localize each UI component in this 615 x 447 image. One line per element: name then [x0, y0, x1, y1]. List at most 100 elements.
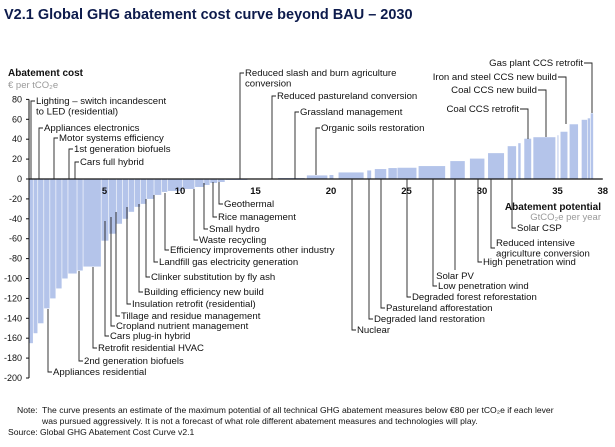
- leader-line: [239, 72, 244, 179]
- y-tick-label: -20: [9, 194, 22, 204]
- annotation-label: Gas plant CCS retrofit: [489, 58, 583, 69]
- annotation-label: Efficiency improvements other industry: [170, 245, 335, 256]
- bar: [569, 124, 579, 179]
- annotation: Iron and steel CCS new build: [433, 72, 567, 124]
- leader-line: [294, 111, 299, 179]
- y-tick-label: -160: [4, 333, 22, 343]
- bar: [518, 143, 521, 179]
- annotation: Cars plug-in hybrid: [104, 221, 191, 342]
- annotation-label: Lighting – switch incandescent: [36, 96, 166, 107]
- bar: [44, 179, 50, 309]
- bar: [146, 179, 154, 199]
- source: Source: Global GHG Abatement Cost Curve …: [8, 427, 195, 437]
- annotation: Clinker substitution by fly ash: [145, 199, 275, 283]
- annotation-label: Appliances electronics: [44, 123, 140, 134]
- annotation-label: Landfill gas electricity generation: [159, 257, 298, 268]
- annotation-label: Reduced slash and burn agriculture: [245, 68, 396, 79]
- leader-line: [368, 179, 373, 320]
- leader-line: [511, 179, 516, 229]
- annotation-label: Retrofit residential HVAC: [98, 343, 204, 354]
- note-line-1: The curve presents an estimate of the ma…: [42, 405, 554, 415]
- annotation: Degraded forest reforestation: [406, 179, 537, 303]
- annotation: Solar CSP: [511, 179, 562, 234]
- bar: [167, 179, 183, 191]
- leader-line: [193, 189, 198, 241]
- axes-group: 80 60 40 20 0 -20 -40 -60 -80 -100 -120 -140 -160 -18…: [4, 94, 608, 383]
- chart-title: V2.1 Global GHG abatement cost curve bey…: [4, 7, 413, 23]
- y-tick-label: 80: [12, 94, 22, 104]
- annotation: Pastureland afforestation: [380, 179, 493, 314]
- y-tick-label: -100: [4, 274, 22, 284]
- bar: [128, 179, 135, 212]
- x-axis-title: Abatement potential: [505, 202, 601, 213]
- y-axis-title: Abatement cost: [8, 68, 84, 79]
- bar: [50, 179, 56, 299]
- annotation-label: agriculture conversion: [496, 249, 590, 260]
- annotation: Retrofit residential HVAC: [92, 267, 204, 354]
- annotation-label: Pastureland afforestation: [386, 303, 493, 314]
- note-label: Note:: [17, 405, 38, 415]
- annotation-label: Tillage and residue management: [121, 311, 261, 322]
- bar: [488, 153, 505, 179]
- x-tick-label: 15: [250, 186, 261, 197]
- y-tick-label: -140: [4, 313, 22, 323]
- leader-line: [30, 100, 35, 179]
- bars-group: [29, 113, 594, 344]
- x-tick-label: 35: [552, 186, 563, 197]
- bar: [587, 118, 591, 179]
- annotation: Reduced pastureland conversion: [271, 91, 417, 179]
- x-tick-label: 10: [175, 186, 186, 197]
- x-axis-unit: GtCO₂e per year: [530, 212, 601, 223]
- bar: [122, 179, 129, 219]
- annotation-label: 2nd generation biofuels: [84, 356, 184, 367]
- annotation-label: Grassland management: [300, 107, 403, 118]
- leader-line: [203, 183, 208, 230]
- y-tick-label: 0: [17, 174, 22, 184]
- annotation: Motor systems efficiency: [53, 133, 164, 179]
- bar: [29, 179, 33, 344]
- y-tick-label: 60: [12, 114, 22, 124]
- annotation: Degraded land restoration: [368, 179, 485, 325]
- leader-line: [68, 148, 73, 179]
- y-tick-label: -80: [9, 254, 22, 264]
- bar: [581, 119, 588, 179]
- leader-line: [351, 179, 356, 331]
- annotation-label: Appliances residential: [53, 367, 146, 378]
- bar: [557, 135, 559, 179]
- annotation: Appliances electronics: [38, 123, 140, 179]
- leader-line: [104, 221, 109, 337]
- bar: [109, 179, 116, 234]
- leader-line: [380, 179, 385, 309]
- bar: [217, 179, 225, 182]
- bar: [469, 158, 485, 179]
- annotation-label: Solar CSP: [517, 223, 562, 234]
- annotation-label: Cars full hybrid: [80, 157, 144, 168]
- annotation-label: Iron and steel CCS new build: [433, 72, 557, 83]
- annotation-label: Solar PV: [436, 271, 474, 282]
- leader-line: [477, 179, 482, 263]
- annotation-label: Coal CCS new build: [451, 85, 537, 96]
- annotation-label: High penetration wind: [483, 257, 576, 268]
- annotation: Low penetration wind: [432, 179, 529, 292]
- bar: [590, 113, 594, 179]
- annotation: Coal CCS retrofit: [446, 104, 529, 139]
- y-tick-label: 40: [12, 134, 22, 144]
- leader-line: [584, 62, 593, 113]
- leader-line: [74, 161, 79, 179]
- annotation-label: Insulation retrofit (residential): [132, 299, 256, 310]
- y-axis-unit: € per tCO₂e: [8, 80, 58, 91]
- annotation-label: Cars plug-in hybrid: [110, 331, 191, 342]
- annotation-label: Degraded forest reforestation: [412, 292, 537, 303]
- annotation: Nuclear: [351, 179, 391, 336]
- bar: [507, 146, 517, 179]
- annotation-label: 1st generation biofuels: [74, 144, 171, 155]
- bar: [450, 161, 465, 179]
- bar: [68, 179, 77, 274]
- y-tick-label: -60: [9, 234, 22, 244]
- annotation: Building efficiency new build: [138, 204, 264, 298]
- bar: [183, 179, 195, 189]
- bar: [101, 179, 109, 241]
